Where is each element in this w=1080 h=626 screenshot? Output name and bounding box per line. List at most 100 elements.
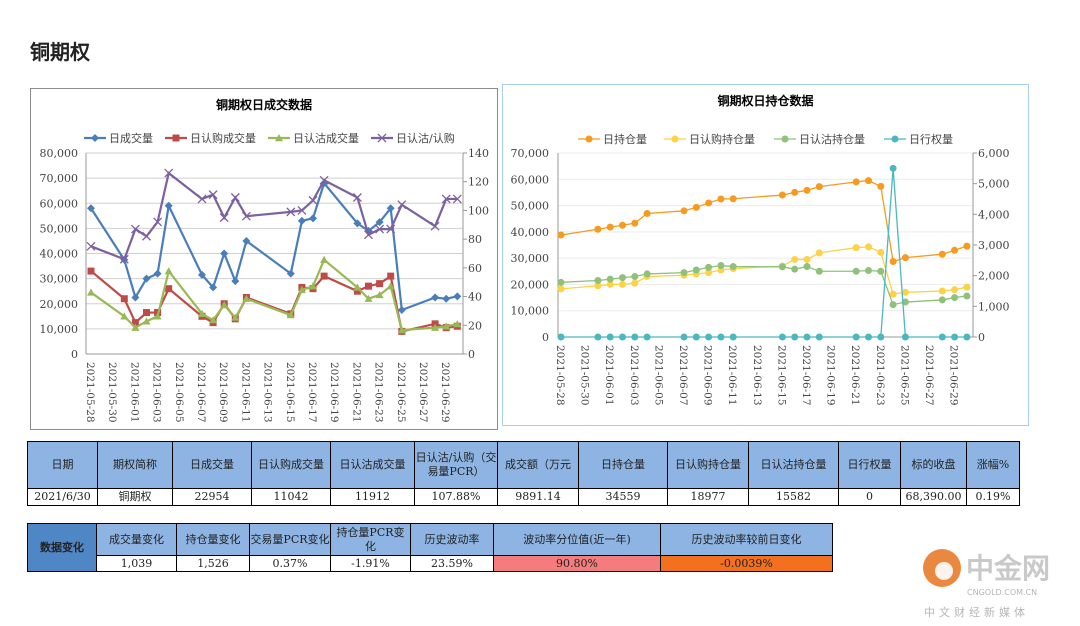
data-point (791, 265, 799, 273)
table-cell: 1,526 (176, 555, 250, 572)
data-point (142, 317, 151, 325)
series-line (90, 171, 458, 261)
data-point (241, 211, 251, 221)
table-cell: 11912 (330, 488, 415, 506)
data-point (153, 312, 162, 320)
y2-tick-label: 0 (978, 331, 985, 344)
column-header: 成交额（万元 (497, 441, 579, 489)
data-point (353, 283, 362, 291)
data-point (386, 282, 395, 290)
data-point (717, 262, 725, 270)
y-tick-label: 80,000 (40, 147, 79, 160)
x-tick-label: 2021-06-25 (898, 345, 910, 406)
y2-tick-label: 140 (468, 147, 489, 160)
legend-label: 日认沽持仓量 (799, 132, 865, 146)
data-point (142, 274, 151, 283)
y-tick-label: 60,000 (40, 197, 79, 210)
data-point (386, 204, 395, 213)
column-header: 日持仓量 (578, 441, 668, 489)
data-point (680, 207, 688, 215)
data-point (209, 283, 218, 292)
data-point (320, 255, 329, 263)
data-point (131, 293, 140, 302)
table-cell: -0.0039% (660, 555, 833, 572)
data-point (692, 333, 700, 341)
data-point (606, 275, 614, 283)
data-point (375, 224, 385, 234)
data-point (297, 285, 306, 294)
data-point (142, 231, 151, 241)
data-point (815, 249, 823, 257)
data-point (286, 269, 295, 278)
legend-label: 日成交量 (109, 131, 153, 145)
data-point (729, 333, 737, 341)
data-point (197, 194, 207, 204)
data-point (951, 286, 959, 294)
y-tick-label: 40,000 (40, 248, 79, 261)
daily-summary-table: 日期 期权简称 日成交量 日认购成交量 日认沽成交量 日认沽/认购（交易量PCR） 成交额（… (27, 441, 1020, 506)
y2-tick-label: 3,000 (978, 239, 1010, 252)
x-tick-label: 2021-06-15 (284, 362, 296, 423)
data-point (891, 135, 899, 143)
data-point (231, 277, 240, 286)
column-header: 历史波动率较前日变化 (660, 523, 833, 556)
data-point (619, 221, 626, 229)
data-point (120, 312, 129, 320)
y2-tick-label: 6,000 (978, 147, 1010, 160)
data-point (631, 273, 639, 281)
chart-title: 铜期权日成交数据 (216, 97, 312, 112)
data-point (153, 269, 162, 278)
data-point (619, 333, 626, 341)
data-point (164, 201, 173, 210)
y2-tick-label: 2,000 (978, 270, 1010, 283)
column-header: 日认沽持仓量 (748, 441, 839, 489)
data-point (791, 333, 799, 341)
x-tick-label: 2021-05-28 (84, 362, 96, 423)
y2-tick-label: 4,000 (978, 208, 1010, 221)
data-point (963, 333, 971, 341)
data-point (585, 135, 593, 143)
x-tick-label: 2021-06-05 (173, 362, 185, 423)
data-point (901, 254, 909, 262)
daily-volume-chart: 铜期权日成交数据 0 10,000 20,000 30,000 40,000 50,000 6… (30, 88, 498, 430)
data-point (951, 333, 959, 341)
data-point (877, 267, 885, 275)
data-point (619, 280, 626, 288)
y-tick-label: 70,000 (511, 147, 550, 160)
data-point (815, 333, 823, 341)
table-cell: 0 (838, 488, 901, 506)
data-point (376, 280, 384, 288)
data-point (320, 272, 328, 280)
data-point (557, 278, 565, 286)
data-point (120, 295, 128, 303)
data-point (198, 309, 206, 317)
x-tick-label: 2021-06-07 (677, 345, 689, 406)
data-point (87, 267, 95, 275)
data-point (631, 279, 639, 287)
data-point (852, 178, 860, 186)
column-header: 日期 (27, 441, 98, 489)
data-point (119, 254, 129, 264)
data-point (778, 191, 786, 199)
data-point (729, 195, 737, 203)
data-point (606, 333, 614, 341)
x-tick-label: 2021-06-23 (874, 345, 886, 406)
y-tick-label: 40,000 (511, 226, 550, 239)
data-point (242, 294, 251, 302)
data-point (172, 134, 180, 142)
x-tick-label: 2021-06-19 (328, 362, 340, 423)
y-tick-label: 0 (542, 331, 549, 344)
x-tick-label: 2021-06-03 (151, 362, 163, 423)
data-point (901, 298, 909, 306)
y-tick-label: 20,000 (511, 278, 550, 291)
y-tick-label: 10,000 (40, 323, 79, 336)
x-tick-label: 2021-06-05 (652, 345, 664, 406)
data-point (143, 309, 150, 317)
data-point (452, 194, 462, 204)
data-point (680, 269, 688, 277)
y2-tick-label: 100 (468, 204, 489, 217)
data-point (131, 323, 140, 331)
data-point (938, 287, 946, 295)
data-point (705, 199, 713, 207)
data-point (791, 255, 799, 263)
